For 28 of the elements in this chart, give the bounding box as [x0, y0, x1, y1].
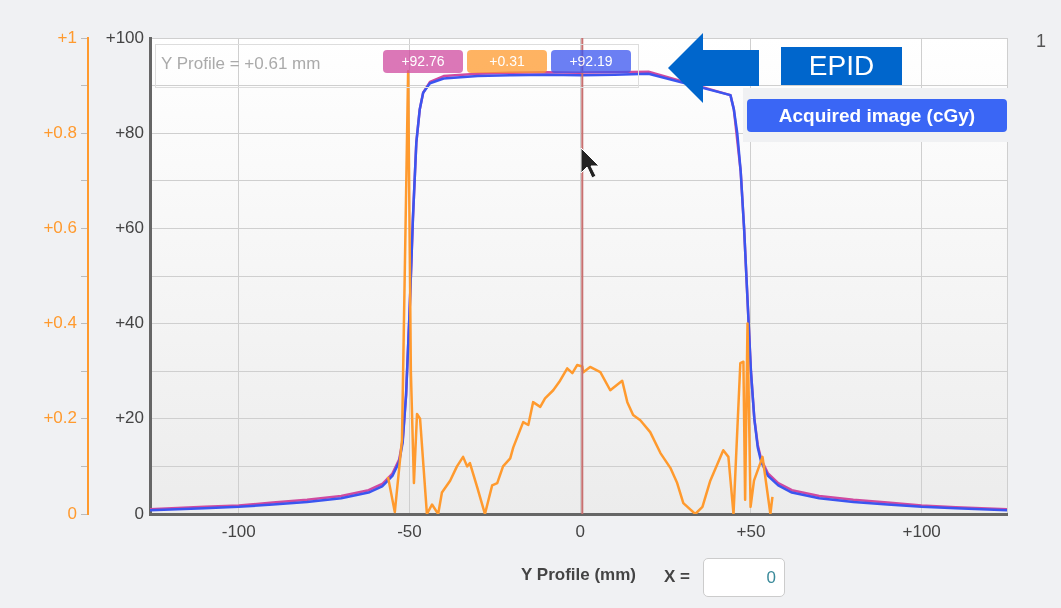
- y-tick-label: +60: [115, 218, 144, 238]
- x-tick-label: -100: [221, 521, 256, 541]
- text: 0: [703, 558, 785, 597]
- y2-tick-label: +0.2: [43, 408, 77, 428]
- y-tick-label: 0: [134, 503, 144, 523]
- annotation: Acquired image (cGy): [747, 99, 1007, 132]
- text: 1: [1036, 31, 1047, 52]
- x-axis-title: Y Profile (mm): [521, 565, 636, 585]
- y-tick-label: +100: [105, 27, 144, 47]
- text: X =: [664, 567, 690, 587]
- y2-tick-label: 0: [67, 503, 77, 523]
- x-tick-label: +50: [736, 521, 766, 541]
- y-tick-label: +40: [115, 313, 144, 333]
- annotation: +92.19: [551, 50, 631, 73]
- x-tick-label: +100: [902, 521, 941, 541]
- annotation: EPID: [781, 47, 902, 85]
- y2-tick-label: +1: [57, 27, 77, 47]
- annotation: +0.31: [467, 50, 547, 73]
- y-tick-label: +20: [115, 408, 144, 428]
- caption-tag: Acquired image (cGy): [743, 88, 1010, 142]
- y2-tick-label: +0.8: [43, 122, 77, 142]
- annotation: +92.76: [383, 50, 463, 73]
- y2-tick-label: +0.6: [43, 218, 77, 238]
- y-tick-label: +80: [115, 122, 144, 142]
- x-tick-label: -50: [397, 521, 422, 541]
- x-tick-label: 0: [575, 521, 585, 541]
- y2-tick-label: +0.4: [43, 313, 77, 333]
- annotation: Y Profile = +0.61 mm: [161, 54, 321, 74]
